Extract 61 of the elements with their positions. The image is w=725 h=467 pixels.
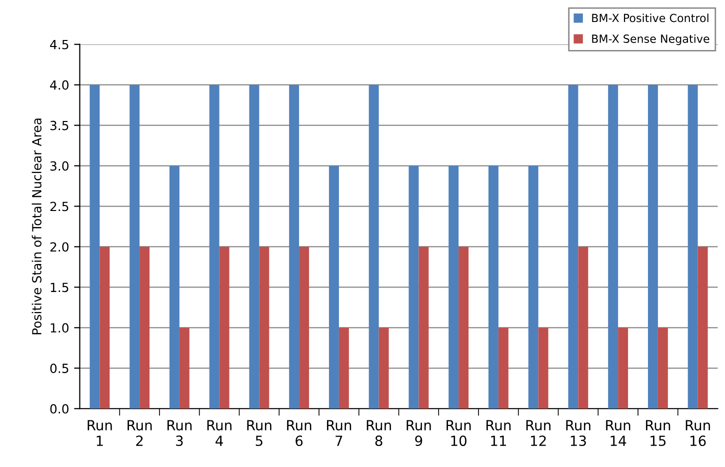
x-tick-label: Run 12 — [526, 420, 550, 446]
bar — [538, 328, 548, 409]
x-tick-label: Run 6 — [287, 420, 312, 446]
bar — [498, 328, 508, 409]
bar — [658, 328, 668, 409]
y-axis-title: Positive Stain of Total Nuclear Area — [32, 118, 42, 334]
y-tick-label: 3.0 — [50, 161, 69, 171]
y-tick-label: 1.0 — [50, 323, 69, 333]
bar — [179, 328, 190, 409]
bar — [608, 84, 618, 409]
x-tick-label: Run 9 — [406, 420, 431, 446]
bar — [328, 166, 339, 409]
bar — [299, 246, 310, 409]
y-tick-label: 1.5 — [50, 282, 68, 292]
x-tick-label: Run 5 — [247, 420, 272, 446]
legend-label: BM-X Sense Negative — [592, 34, 710, 46]
bar — [458, 246, 469, 409]
x-tick-label: Run 16 — [686, 420, 710, 446]
x-tick-label: Run 13 — [566, 420, 590, 446]
y-tick-label: 2.5 — [50, 202, 68, 212]
bar — [688, 84, 698, 409]
x-tick-label: Run 10 — [446, 420, 471, 446]
bar — [90, 84, 100, 409]
bar — [488, 166, 498, 409]
y-tick-label: 0.5 — [50, 364, 68, 374]
bar — [100, 246, 110, 409]
y-tick-label: 4.5 — [50, 40, 68, 50]
y-tick-label: 0.0 — [50, 404, 69, 414]
x-tick-label: Run 4 — [207, 420, 232, 446]
x-tick-label: Run 11 — [486, 420, 511, 446]
x-tick-label: Run 2 — [128, 420, 152, 446]
bar — [130, 84, 140, 409]
bar — [209, 84, 220, 409]
bar — [568, 84, 578, 409]
bar — [378, 328, 389, 409]
y-tick-label: 2.0 — [50, 242, 69, 252]
bar — [249, 84, 260, 409]
bar — [408, 166, 419, 409]
bar — [618, 328, 628, 409]
x-tick-label: Run 14 — [606, 420, 630, 446]
y-tick-label: 4.0 — [50, 80, 69, 90]
x-tick-label: Run 7 — [326, 420, 352, 446]
bar — [169, 166, 180, 409]
x-tick-label: Run 15 — [646, 420, 670, 446]
bar — [219, 246, 230, 409]
legend-label: BM-X Positive Control — [592, 14, 708, 22]
x-tick-label: Run 3 — [167, 420, 192, 446]
bar — [368, 84, 379, 409]
bar — [698, 246, 708, 409]
bar — [448, 166, 459, 409]
bar — [578, 246, 588, 409]
bar — [140, 246, 150, 409]
x-tick-label: Run 1 — [88, 420, 112, 446]
bar — [648, 84, 658, 409]
y-tick-label: 3.5 — [50, 120, 68, 130]
x-tick-label: Run 8 — [366, 420, 391, 446]
bar — [259, 246, 270, 409]
bar — [338, 328, 349, 409]
bar — [418, 246, 429, 409]
bar — [289, 84, 300, 409]
bar — [528, 166, 538, 409]
